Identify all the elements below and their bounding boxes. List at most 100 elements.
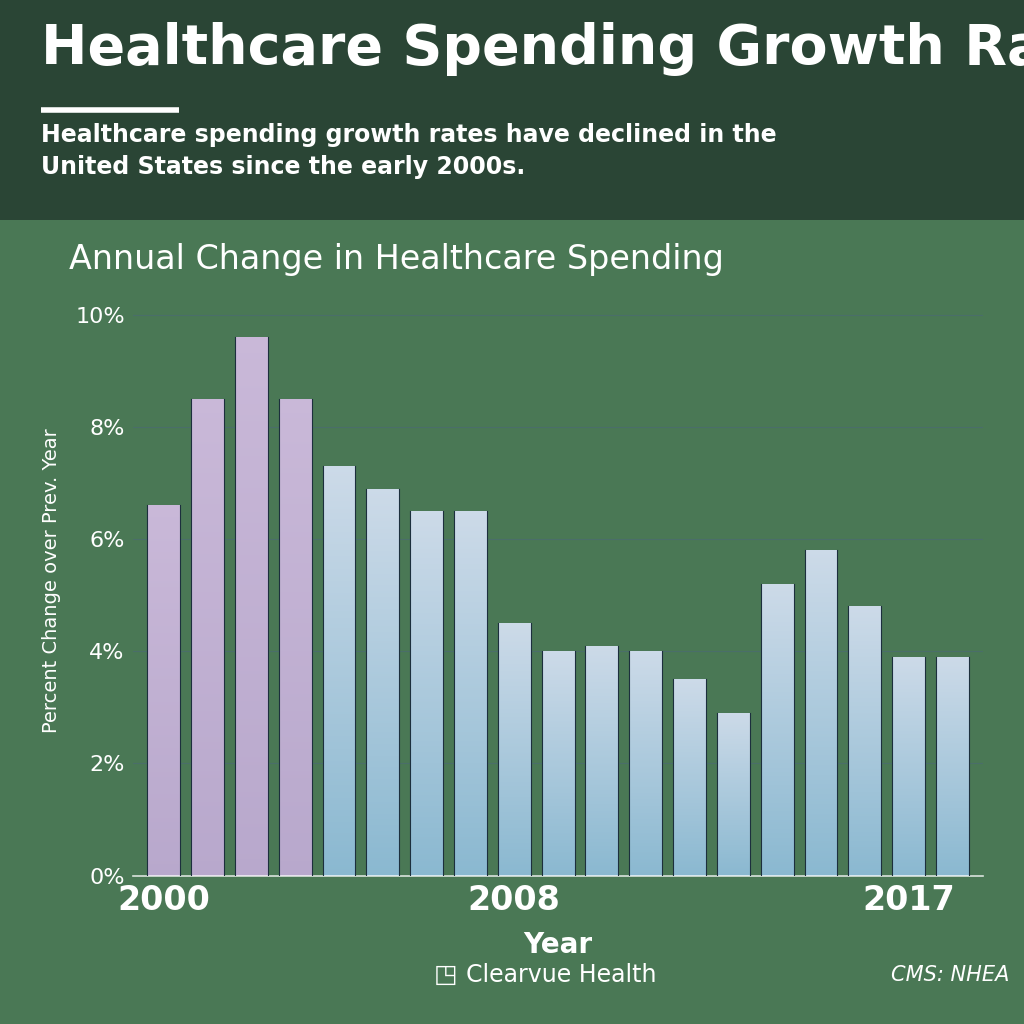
Bar: [586, 827, 618, 828]
Bar: [454, 648, 486, 649]
Bar: [630, 680, 663, 682]
Bar: [191, 742, 224, 744]
Bar: [630, 737, 663, 738]
Bar: [892, 706, 925, 708]
Bar: [411, 588, 443, 590]
Bar: [498, 674, 530, 675]
Bar: [191, 407, 224, 409]
Bar: [498, 666, 530, 668]
Bar: [279, 468, 311, 470]
Bar: [586, 867, 618, 868]
Bar: [761, 854, 794, 855]
Bar: [498, 746, 530, 749]
Bar: [411, 731, 443, 733]
Bar: [542, 758, 574, 759]
Bar: [586, 709, 618, 710]
Bar: [279, 561, 311, 563]
Bar: [936, 792, 969, 793]
Bar: [892, 822, 925, 823]
Bar: [454, 864, 486, 866]
Bar: [367, 734, 399, 736]
Bar: [848, 769, 882, 770]
Bar: [586, 858, 618, 859]
Bar: [323, 757, 355, 759]
Bar: [147, 616, 180, 618]
Bar: [191, 432, 224, 434]
Bar: [761, 759, 794, 761]
Bar: [411, 593, 443, 595]
Bar: [630, 666, 663, 667]
Bar: [191, 513, 224, 516]
Bar: [848, 836, 882, 837]
Bar: [234, 639, 268, 641]
Bar: [411, 748, 443, 750]
Bar: [323, 808, 355, 810]
Bar: [279, 444, 311, 446]
Bar: [234, 531, 268, 534]
Bar: [323, 675, 355, 677]
Bar: [630, 844, 663, 845]
Bar: [191, 866, 224, 868]
Bar: [630, 867, 663, 868]
Bar: [411, 691, 443, 693]
Bar: [147, 775, 180, 777]
Bar: [892, 852, 925, 853]
Bar: [411, 742, 443, 744]
Bar: [630, 719, 663, 720]
Bar: [936, 702, 969, 703]
Bar: [367, 645, 399, 647]
Bar: [498, 812, 530, 814]
Bar: [323, 871, 355, 873]
Bar: [147, 611, 180, 612]
Bar: [542, 746, 574, 748]
Bar: [323, 589, 355, 591]
Bar: [147, 678, 180, 679]
Bar: [586, 740, 618, 741]
Bar: [586, 800, 618, 801]
Bar: [936, 733, 969, 734]
Bar: [454, 777, 486, 779]
Bar: [279, 818, 311, 820]
Bar: [498, 689, 530, 690]
Bar: [586, 705, 618, 706]
Bar: [630, 830, 663, 831]
Bar: [411, 863, 443, 864]
Bar: [367, 850, 399, 852]
Bar: [630, 759, 663, 760]
Bar: [279, 671, 311, 673]
Bar: [542, 665, 574, 666]
Bar: [761, 662, 794, 663]
Bar: [367, 769, 399, 771]
Bar: [542, 698, 574, 699]
Bar: [411, 824, 443, 826]
Bar: [542, 840, 574, 841]
Bar: [234, 447, 268, 451]
Bar: [892, 689, 925, 691]
Bar: [848, 632, 882, 633]
Bar: [367, 758, 399, 760]
Bar: [936, 826, 969, 827]
Bar: [279, 532, 311, 535]
Bar: [191, 656, 224, 658]
Bar: [936, 737, 969, 739]
Bar: [279, 437, 311, 439]
Bar: [191, 854, 224, 856]
Bar: [234, 553, 268, 555]
Bar: [454, 815, 486, 817]
Bar: [367, 858, 399, 860]
Bar: [936, 706, 969, 708]
Bar: [454, 531, 486, 532]
Bar: [279, 759, 311, 761]
Bar: [761, 676, 794, 677]
Bar: [542, 768, 574, 769]
Bar: [411, 813, 443, 815]
Bar: [191, 818, 224, 820]
Bar: [191, 403, 224, 407]
Bar: [761, 667, 794, 669]
Bar: [848, 680, 882, 682]
Bar: [805, 622, 838, 624]
Bar: [936, 868, 969, 869]
Bar: [805, 790, 838, 791]
Bar: [454, 752, 486, 754]
Bar: [191, 809, 224, 811]
